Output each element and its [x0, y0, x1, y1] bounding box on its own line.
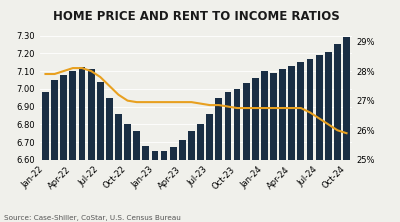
Bar: [325, 52, 332, 222]
Bar: [270, 73, 277, 222]
Bar: [316, 55, 322, 222]
Text: Source: Case-Shiller, CoStar, U.S. Census Bureau: Source: Case-Shiller, CoStar, U.S. Censu…: [4, 215, 181, 221]
Bar: [343, 37, 350, 222]
Bar: [234, 89, 240, 222]
Bar: [78, 67, 85, 222]
Bar: [170, 147, 177, 222]
Bar: [188, 131, 195, 222]
Bar: [334, 44, 341, 222]
Bar: [161, 151, 168, 222]
Bar: [224, 92, 231, 222]
Bar: [51, 80, 58, 222]
Bar: [70, 71, 76, 222]
Bar: [197, 124, 204, 222]
Bar: [252, 78, 259, 222]
Bar: [206, 114, 213, 222]
Bar: [106, 98, 113, 222]
Bar: [42, 92, 49, 222]
Bar: [133, 131, 140, 222]
Bar: [97, 82, 104, 222]
Title: HOME PRICE AND RENT TO INCOME RATIOS: HOME PRICE AND RENT TO INCOME RATIOS: [53, 10, 339, 23]
Bar: [243, 83, 250, 222]
Bar: [307, 59, 314, 222]
Bar: [124, 124, 131, 222]
Bar: [60, 75, 67, 222]
Bar: [288, 66, 295, 222]
Bar: [152, 151, 158, 222]
Bar: [215, 98, 222, 222]
Bar: [279, 69, 286, 222]
Bar: [88, 69, 94, 222]
Bar: [298, 62, 304, 222]
Bar: [115, 114, 122, 222]
Bar: [179, 140, 186, 222]
Bar: [261, 71, 268, 222]
Bar: [142, 146, 149, 222]
